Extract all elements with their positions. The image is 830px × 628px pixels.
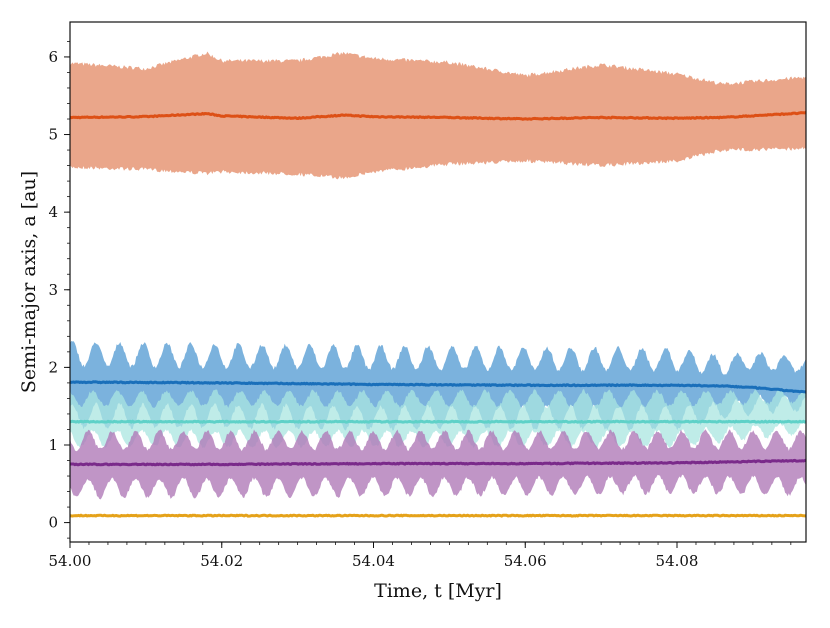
y-tick-label: 4 xyxy=(48,203,58,221)
x-tick-label: 54.06 xyxy=(504,552,547,570)
x-tick-label: 54.02 xyxy=(200,552,243,570)
x-tick-label: 54.08 xyxy=(656,552,699,570)
y-tick-label: 6 xyxy=(48,48,58,66)
y-axis-label: Semi-major axis, a [au] xyxy=(18,171,40,393)
x-tick-label: 54.04 xyxy=(352,552,395,570)
y-tick-label: 0 xyxy=(48,514,58,532)
series-line-innermost-planet xyxy=(70,513,806,518)
series-line-middle-planet xyxy=(70,380,806,394)
series-line-cyan-band xyxy=(70,419,806,424)
y-tick-label: 3 xyxy=(48,281,58,299)
series-line-inner-planet xyxy=(70,458,806,467)
x-tick-label: 54.00 xyxy=(49,552,92,570)
series-line-outer-planet xyxy=(70,111,806,121)
x-axis-label: Time, t [Myr] xyxy=(374,580,502,602)
y-tick-label: 2 xyxy=(48,358,58,376)
y-tick-label: 5 xyxy=(48,126,58,144)
band-outer-planet xyxy=(70,51,806,180)
tick-layer: 54.00 54.02 54.04 54.06 54.08 0 1 2 3 4 5 6 xyxy=(48,41,792,570)
plot-frame xyxy=(69,21,807,543)
y-tick-label: 1 xyxy=(48,436,58,454)
line-layer xyxy=(70,111,806,518)
